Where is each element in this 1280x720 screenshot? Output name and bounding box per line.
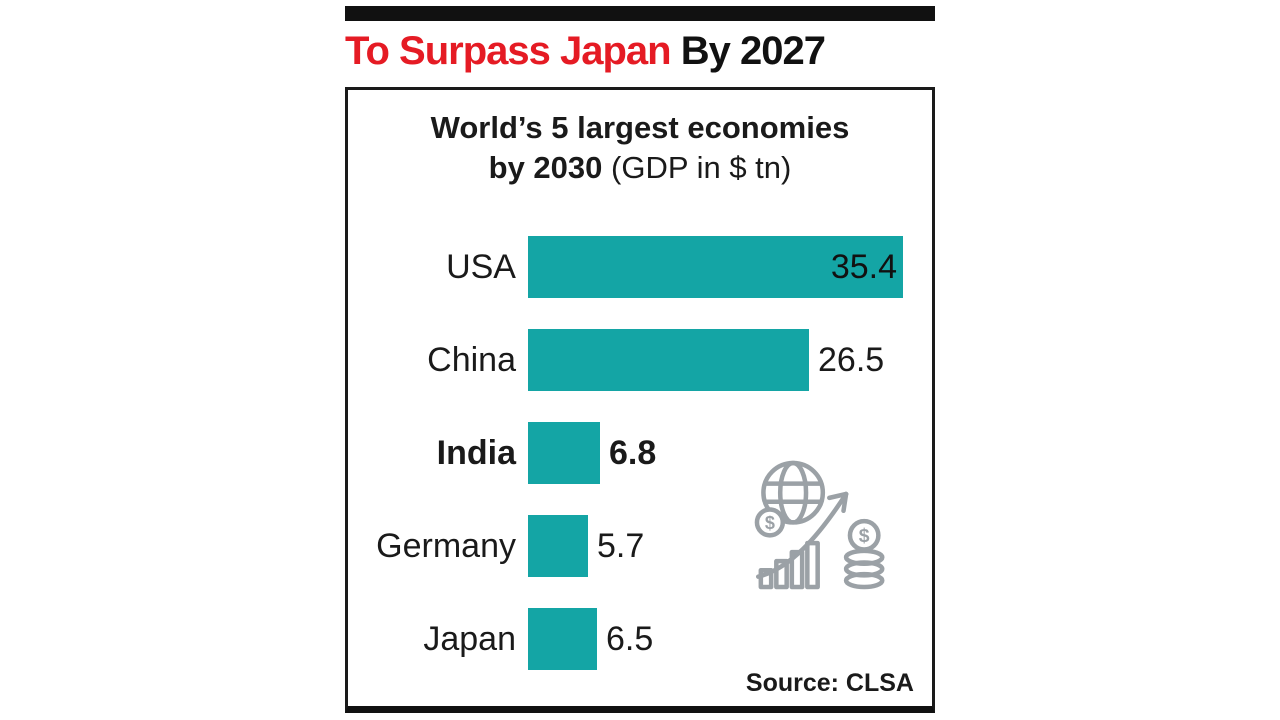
- bar-row: USA 35.4: [348, 236, 932, 298]
- bar-row: India 6.8: [348, 422, 932, 484]
- bar-label: USA: [446, 247, 516, 286]
- bar-row: Germany 5.7: [348, 515, 932, 577]
- infographic: To Surpass Japan By 2027 World’s 5 large…: [345, 6, 935, 713]
- bar-rows: USA 35.4 China 26.5 India 6.8 Germany 5.7 Japan 6…: [348, 236, 932, 670]
- bar-value: 6.5: [606, 619, 654, 658]
- chart-title-line2: by 2030 (GDP in $ tn): [348, 148, 932, 188]
- bar: 35.4: [528, 236, 903, 298]
- chart-box: World’s 5 largest economies by 2030 (GDP…: [345, 87, 935, 713]
- chart-title-line2-unit: (GDP in $ tn): [611, 150, 792, 185]
- chart-title-line1: World’s 5 largest economies: [430, 110, 850, 145]
- page-title-red: To Surpass Japan: [345, 29, 672, 73]
- bar-value: 6.8: [609, 433, 657, 472]
- bar-row: China 26.5: [348, 329, 932, 391]
- dollar-coin-icon: $: [754, 507, 786, 538]
- bar-row: Japan 6.5: [348, 608, 932, 670]
- bar-label: Germany: [376, 526, 516, 565]
- page-title-black: By 2027: [670, 29, 826, 73]
- svg-text:$: $: [859, 525, 870, 547]
- page-title: To Surpass Japan By 2027: [345, 28, 935, 74]
- source-label: Source: CLSA: [745, 669, 914, 697]
- mini-bar-chart-icon: [758, 540, 820, 590]
- economy-growth-icon: $ $: [754, 460, 885, 590]
- bar-label: India: [436, 433, 516, 472]
- globe-icon: [761, 460, 826, 525]
- coin-stack-icon: $: [843, 518, 885, 590]
- bar: [528, 608, 597, 670]
- bar: [528, 515, 588, 577]
- chart-title: World’s 5 largest economies by 2030 (GDP…: [348, 108, 932, 188]
- bar-label: Japan: [423, 619, 516, 658]
- bar-value: 5.7: [597, 526, 645, 565]
- svg-text:$: $: [765, 513, 775, 533]
- bar-value: 35.4: [830, 247, 897, 286]
- chart-title-line2-bold: by 2030: [488, 150, 603, 185]
- rising-arrow-icon: [755, 491, 849, 579]
- bar: [528, 329, 809, 391]
- bar-value: 26.5: [818, 340, 885, 379]
- top-divider-bar: [345, 6, 935, 21]
- bar: [528, 422, 600, 484]
- bar-label: China: [427, 340, 516, 379]
